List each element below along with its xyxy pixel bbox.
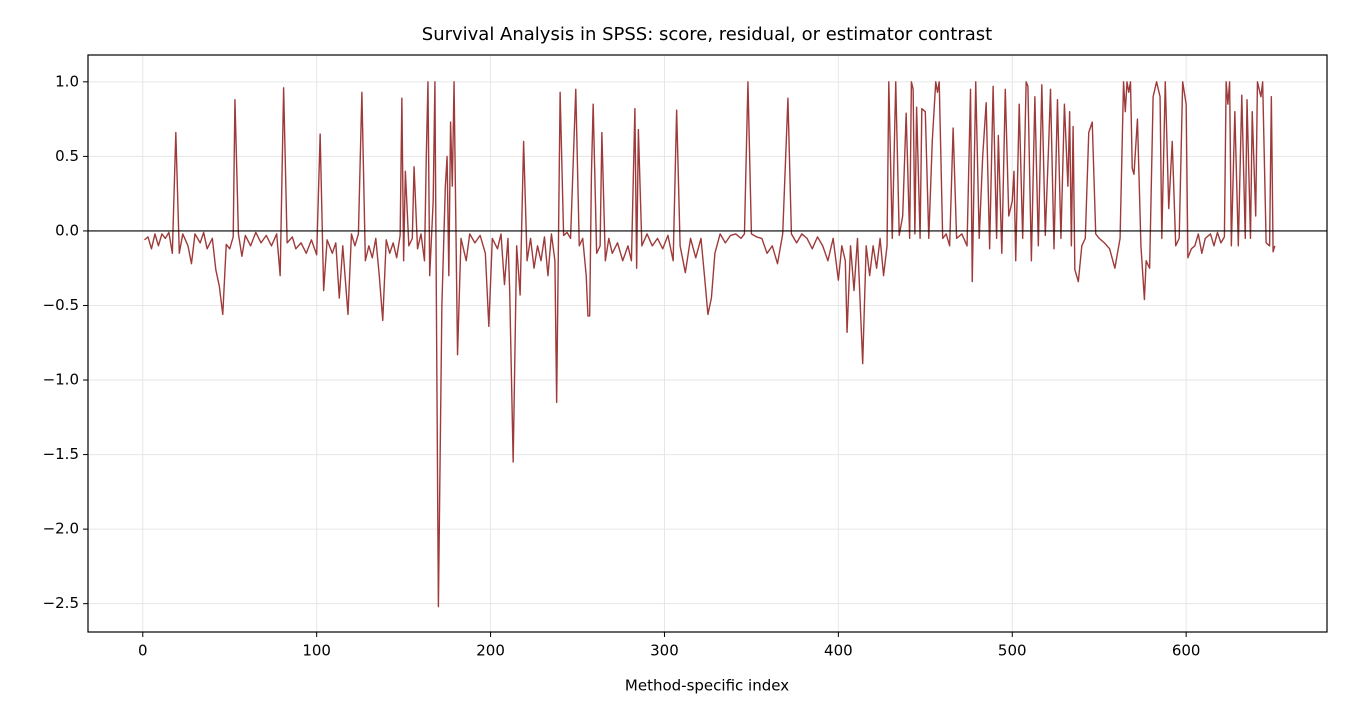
x-tick-label: 100 <box>302 642 331 660</box>
y-tick-label: −2.5 <box>43 594 79 612</box>
chart-title: Survival Analysis in SPSS: score, residu… <box>422 24 992 45</box>
x-tick-label: 200 <box>476 642 505 660</box>
x-tick-label: 300 <box>650 642 679 660</box>
y-tick-label: −2.0 <box>43 520 79 538</box>
x-tick-label: 0 <box>138 642 148 660</box>
y-tick-label: −1.5 <box>43 445 79 463</box>
x-tick-label: 500 <box>998 642 1027 660</box>
x-tick-label: 600 <box>1172 642 1201 660</box>
y-tick-label: 0.5 <box>55 147 79 165</box>
x-axis-label: Method-specific index <box>625 677 789 695</box>
x-tick-label: 400 <box>824 642 853 660</box>
data-line <box>144 81 1276 608</box>
plot-frame <box>87 54 1328 633</box>
y-tick-label: 0.0 <box>55 221 79 239</box>
y-tick-label: −1.0 <box>43 371 79 389</box>
y-tick-label: −0.5 <box>43 296 79 314</box>
y-tick-label: 1.0 <box>55 72 79 90</box>
